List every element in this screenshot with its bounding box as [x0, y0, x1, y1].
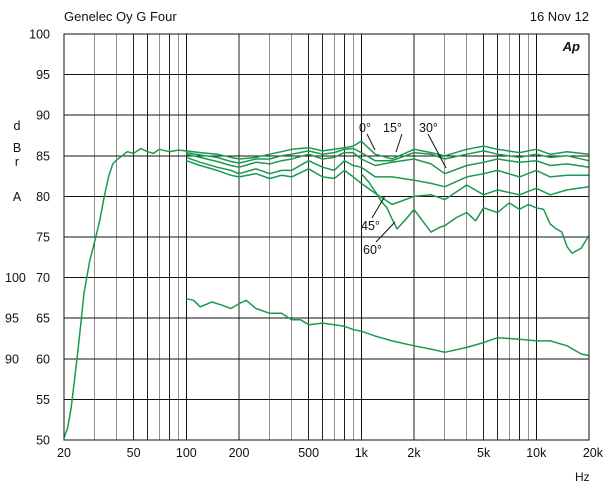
- x-tick-label: 10k: [526, 446, 547, 460]
- x-tick-label: 200: [229, 446, 250, 460]
- chart-title: Genelec Oy G Four: [64, 9, 177, 24]
- y-tick-label: 65: [36, 312, 50, 326]
- annotation-15deg-leader: [396, 134, 402, 152]
- annotation-30deg: 30°: [419, 121, 438, 135]
- y-axis-label-letter: A: [13, 190, 22, 204]
- y-tick-label: 100: [29, 28, 50, 42]
- annotation-45deg: 45°: [361, 219, 380, 233]
- y-axis-label-letter: B: [13, 141, 21, 155]
- y-tick-label: 75: [36, 231, 50, 245]
- y-tick-label: 60: [36, 352, 50, 366]
- annotation-60deg: 60°: [363, 243, 382, 257]
- y2-tick-label: 95: [5, 312, 19, 326]
- x-tick-label: 100: [176, 446, 197, 460]
- y-tick-label: 50: [36, 434, 50, 448]
- x-tick-label: 1k: [355, 446, 369, 460]
- grid: [64, 34, 589, 440]
- annotation-15deg: 15°: [383, 121, 402, 135]
- annotation-45deg-leader: [372, 196, 385, 218]
- response-curve-1: [64, 149, 186, 438]
- y-axis-label: dBr A: [13, 119, 22, 204]
- y-tick-label: 55: [36, 393, 50, 407]
- curves: [64, 141, 589, 437]
- y-axis-ticks: 50 55 60 65 70 75 80 85 90 95 100: [29, 28, 50, 448]
- annotation-0deg: 0°: [359, 121, 371, 135]
- x-tick-label: 50: [127, 446, 141, 460]
- y2-tick-label: 90: [5, 352, 19, 366]
- x-axis-label: Hz: [575, 470, 590, 484]
- x-tick-label: 5k: [477, 446, 491, 460]
- response-curve-7: [361, 174, 589, 254]
- x-tick-label: 500: [298, 446, 319, 460]
- y-axis-label-letter: d: [14, 119, 21, 133]
- y-tick-label: 95: [36, 68, 50, 82]
- y-tick-label: 70: [36, 271, 50, 285]
- y-tick-label: 90: [36, 109, 50, 123]
- x-axis-ticks: 20 50 100 200 500 1k 2k 5k 10k 20k: [57, 446, 603, 460]
- ap-logo: Ap: [562, 39, 580, 54]
- y-tick-label: 85: [36, 149, 50, 163]
- y2-tick-label: 100: [5, 271, 26, 285]
- x-tick-label: 20: [57, 446, 71, 460]
- y-axis-label-letter: r: [15, 155, 19, 169]
- x-tick-label: 20k: [583, 446, 603, 460]
- y2-axis-ticks: 100 95 90: [5, 271, 26, 366]
- x-tick-label: 2k: [407, 446, 421, 460]
- chart-date: 16 Nov 12: [530, 9, 589, 24]
- y-tick-label: 80: [36, 190, 50, 204]
- annotation-30deg-leader: [428, 134, 446, 168]
